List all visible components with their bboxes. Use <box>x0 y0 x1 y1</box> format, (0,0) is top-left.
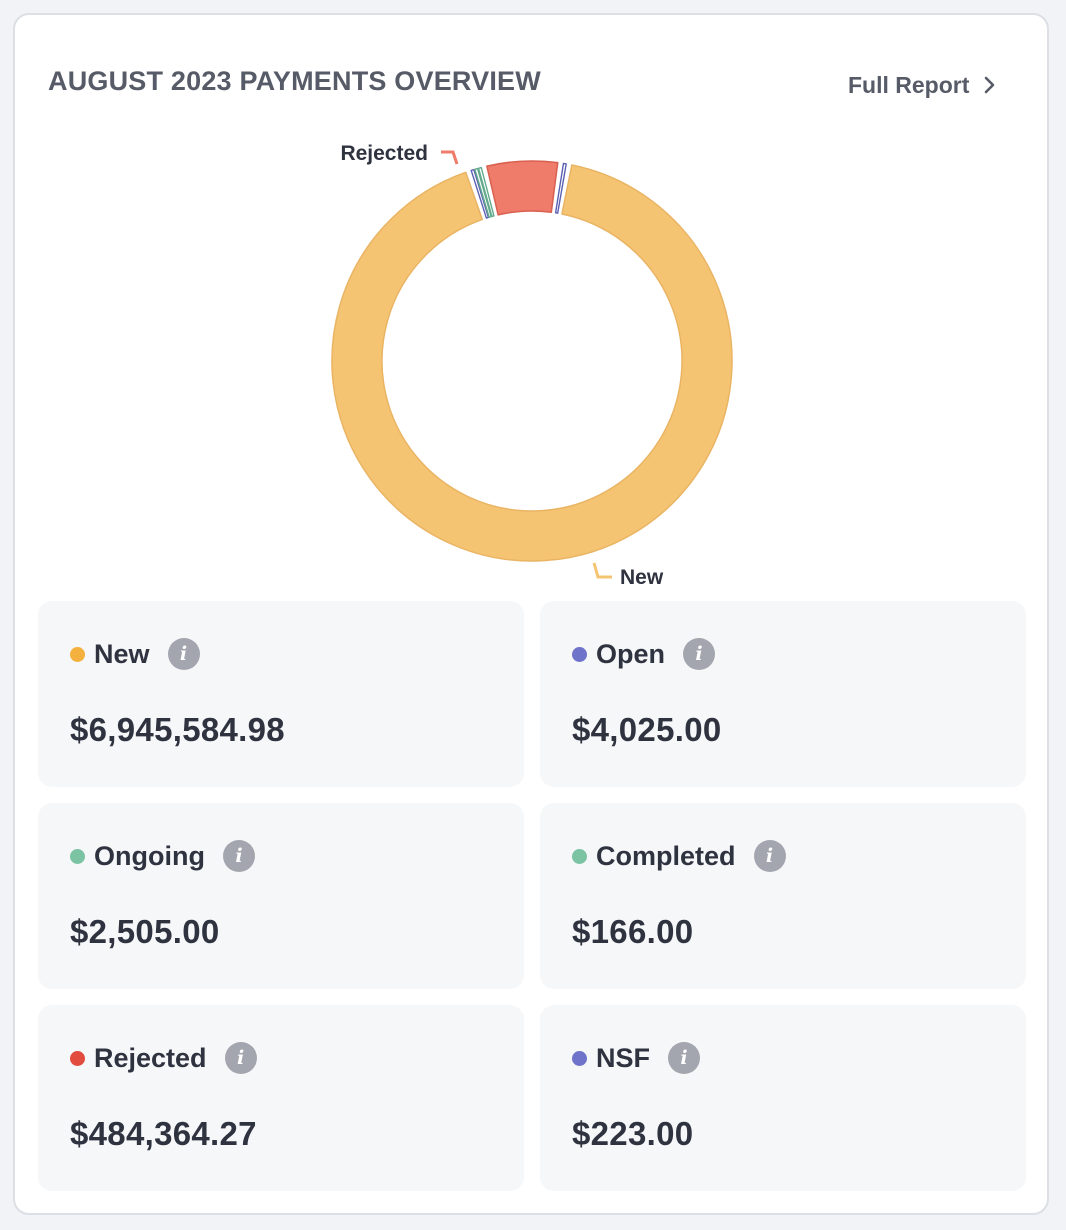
donut-slice-completed[interactable] <box>477 166 495 218</box>
tile-label: Completed <box>596 840 736 871</box>
full-report-label: Full Report <box>848 71 970 98</box>
donut-slice-new[interactable] <box>331 164 733 562</box>
tile-label: Ongoing <box>94 840 205 871</box>
donut-slice-ongoing[interactable] <box>474 167 492 218</box>
info-icon[interactable]: i <box>753 840 786 872</box>
tile-new: New i $6,945,584.98 <box>38 601 524 787</box>
callout-label-new: New <box>620 566 664 589</box>
donut-slice-open[interactable] <box>470 168 490 219</box>
tile-completed: Completed i $166.00 <box>540 803 1026 989</box>
tile-nsf: NSF i $223.00 <box>540 1005 1026 1191</box>
status-dot-rejected <box>70 1050 85 1066</box>
tile-amount: $484,364.27 <box>70 1115 257 1152</box>
status-dot-new <box>70 646 85 662</box>
tile-amount: $4,025.00 <box>572 711 722 748</box>
donut-slice-nsf[interactable] <box>554 162 567 214</box>
status-dot-open <box>572 646 587 662</box>
card-title: AUGUST 2023 PAYMENTS OVERVIEW <box>48 66 541 96</box>
info-icon[interactable]: i <box>224 1042 257 1074</box>
callout-line-new <box>592 562 612 579</box>
tile-amount: $6,945,584.98 <box>70 711 285 748</box>
tile-amount: $166.00 <box>572 913 694 950</box>
tile-label: NSF <box>596 1042 650 1073</box>
callout-line-rejected <box>441 150 459 165</box>
tile-rejected: Rejected i $484,364.27 <box>38 1005 524 1191</box>
info-icon[interactable]: i <box>668 1042 700 1074</box>
tile-label: Rejected <box>94 1042 207 1073</box>
info-icon[interactable]: i <box>222 840 255 872</box>
tile-amount: $2,505.00 <box>70 913 220 950</box>
donut-chart: New Rejected <box>331 142 733 589</box>
tile-amount: $223.00 <box>572 1115 694 1152</box>
donut-slice-rejected[interactable] <box>486 160 559 216</box>
full-report-link[interactable]: Full Report <box>848 69 997 101</box>
tile-open: Open i $4,025.00 <box>540 601 1026 787</box>
tile-label: New <box>94 638 150 669</box>
chevron-right-icon <box>985 76 995 94</box>
callout-label-rejected: Rejected <box>340 142 428 165</box>
tile-ongoing: Ongoing i $2,505.00 <box>38 803 524 989</box>
status-dot-ongoing <box>70 848 85 864</box>
info-icon[interactable]: i <box>167 638 200 670</box>
status-dot-nsf <box>572 1050 587 1066</box>
info-icon[interactable]: i <box>683 638 716 670</box>
status-dot-completed <box>572 848 587 864</box>
tile-label: Open <box>596 638 666 669</box>
